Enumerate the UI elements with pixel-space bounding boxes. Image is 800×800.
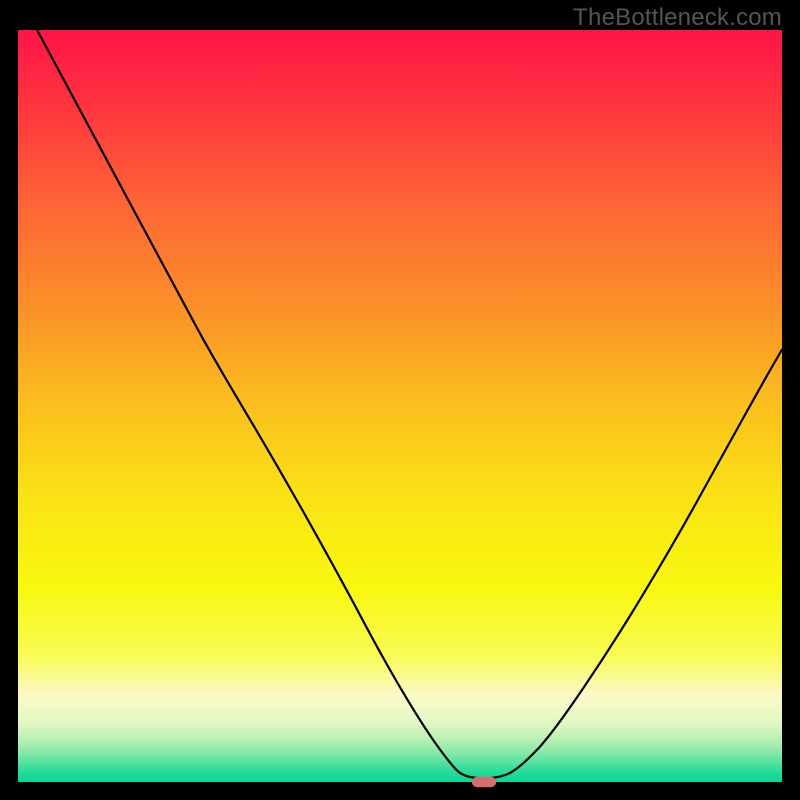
plot-background xyxy=(18,30,782,782)
watermark-text: TheBottleneck.com xyxy=(573,4,782,32)
chart-container: TheBottleneck.com xyxy=(0,0,800,800)
plot-svg xyxy=(0,0,800,800)
minimum-marker xyxy=(472,777,496,788)
